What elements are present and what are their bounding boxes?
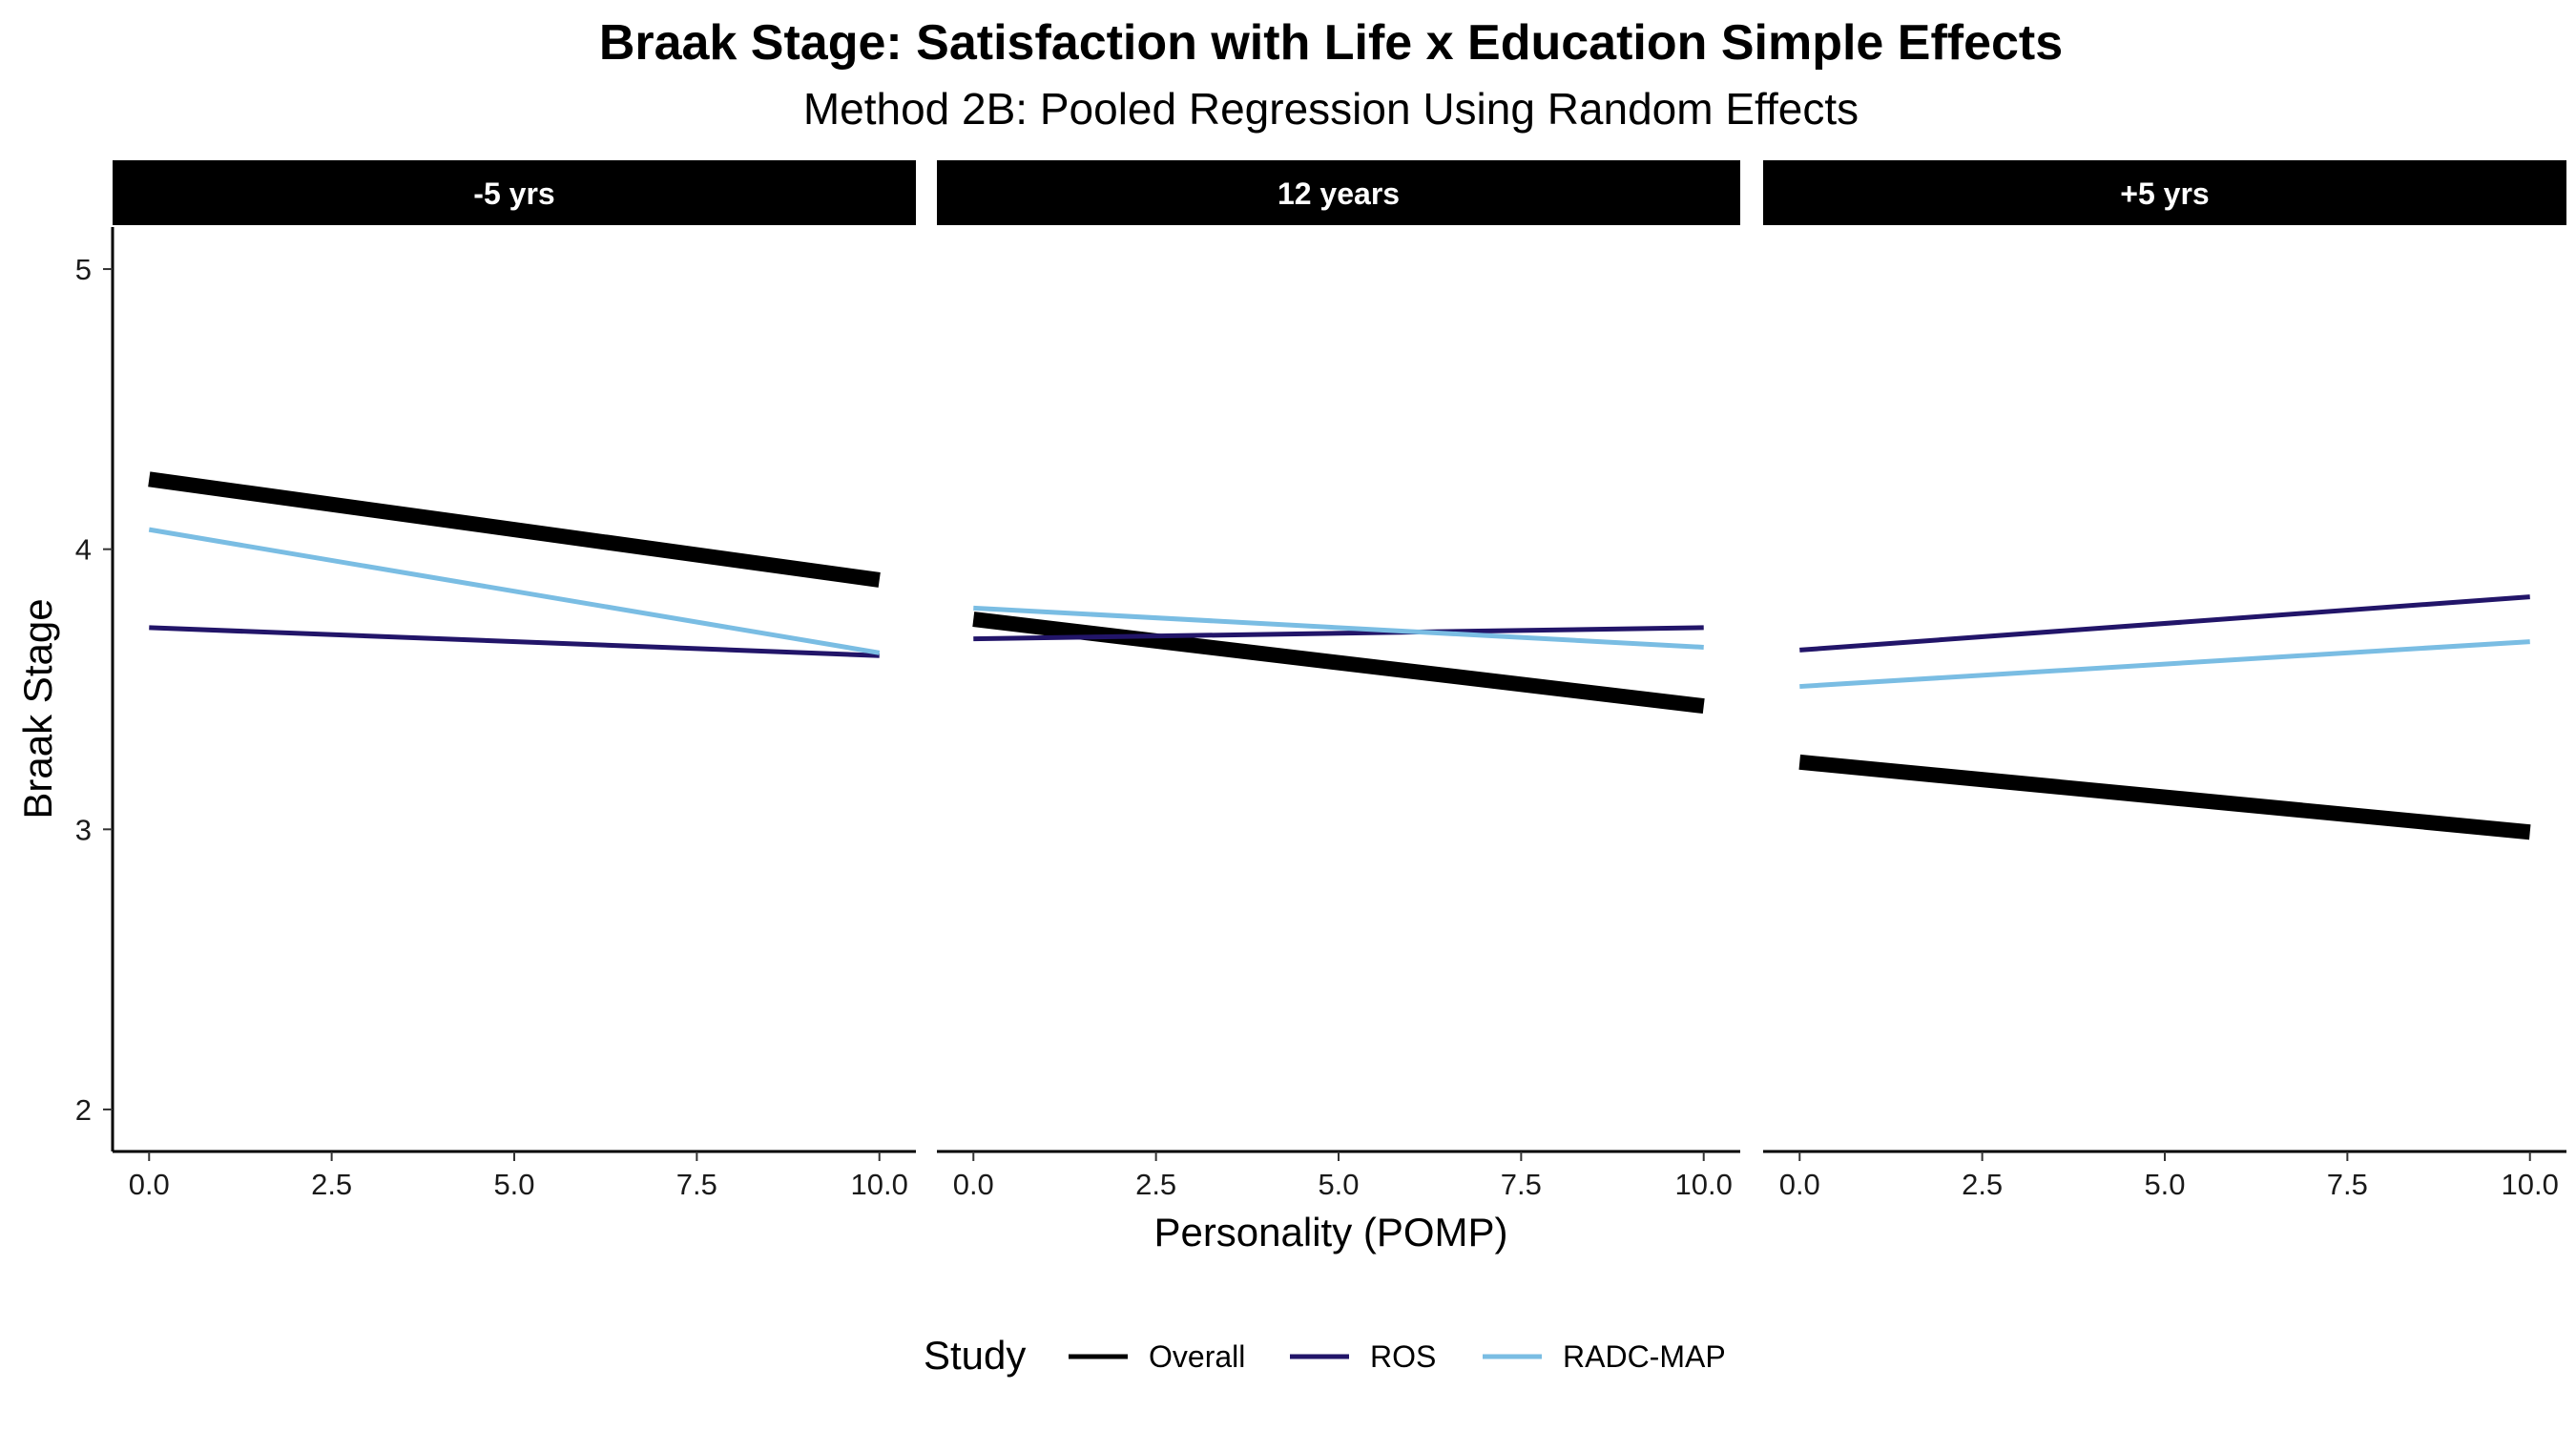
x-tick-label: 7.5 <box>2327 1168 2368 1201</box>
x-tick-label: 2.5 <box>311 1168 352 1201</box>
facet-panels: -5 yrs 0.0 2.5 5.0 7.5 10.0 12 years 0.0 2.5 5.0 7… <box>113 160 2566 1201</box>
series-line-radc-map <box>1799 639 2530 690</box>
strip-background <box>937 160 1740 225</box>
x-tick-label: 10.0 <box>1675 1168 1733 1201</box>
x-tick-label: 2.5 <box>1135 1168 1176 1201</box>
chart-title: Braak Stage: Satisfaction with Life x Ed… <box>599 15 2063 71</box>
y-axis-title: Braak Stage <box>15 598 60 819</box>
series-line-ros <box>149 625 880 658</box>
x-tick-label: 2.5 <box>1962 1168 2003 1201</box>
legend: Study Overall ROS RADC-MAP <box>924 1333 1726 1378</box>
strip-label: +5 yrs <box>2120 176 2209 211</box>
strip-label: 12 years <box>1278 176 1400 211</box>
chart-subtitle: Method 2B: Pooled Regression Using Rando… <box>803 84 1859 134</box>
x-tick-label: 10.0 <box>851 1168 908 1201</box>
legend-label-ros: ROS <box>1370 1339 1436 1374</box>
y-tick-label: 5 <box>75 253 92 286</box>
x-tick-label: 0.0 <box>953 1168 994 1201</box>
panel-5-yrs: -5 yrs 0.0 2.5 5.0 7.5 10.0 <box>113 160 916 1201</box>
x-tick-label: 7.5 <box>676 1168 717 1201</box>
series-line-ros <box>1799 594 2530 653</box>
series-line-radc-map <box>148 527 881 655</box>
y-tick-label: 3 <box>75 813 92 846</box>
series-line-overall <box>972 612 1705 715</box>
legend-label-overall: Overall <box>1149 1339 1245 1374</box>
y-axis: 2 3 4 5 <box>75 227 114 1151</box>
y-tick-label: 4 <box>75 533 92 567</box>
series-line-overall <box>148 471 881 588</box>
series-line-overall <box>1798 754 2531 840</box>
strip-label: -5 yrs <box>473 176 554 211</box>
x-tick-label: 0.0 <box>129 1168 170 1201</box>
strip-background <box>113 160 916 225</box>
x-tick-label: 5.0 <box>1318 1168 1359 1201</box>
x-tick-label: 0.0 <box>1779 1168 1820 1201</box>
strip-background <box>1763 160 2566 225</box>
x-tick-label: 7.5 <box>1501 1168 1542 1201</box>
x-tick-label: 5.0 <box>2144 1168 2185 1201</box>
x-tick-label: 5.0 <box>493 1168 534 1201</box>
panel-12-years: 12 years 0.0 2.5 5.0 7.5 10.0 <box>937 160 1740 1201</box>
legend-label-radc-map: RADC-MAP <box>1563 1339 1726 1374</box>
legend-title: Study <box>924 1333 1026 1378</box>
x-axis-title: Personality (POMP) <box>1153 1210 1507 1255</box>
y-tick-label: 2 <box>75 1093 92 1127</box>
series-line-ros <box>973 625 1704 642</box>
panel-5-yrs: +5 yrs 0.0 2.5 5.0 7.5 10.0 <box>1763 160 2566 1201</box>
x-tick-label: 10.0 <box>2502 1168 2559 1201</box>
series-line-radc-map <box>973 605 1704 650</box>
